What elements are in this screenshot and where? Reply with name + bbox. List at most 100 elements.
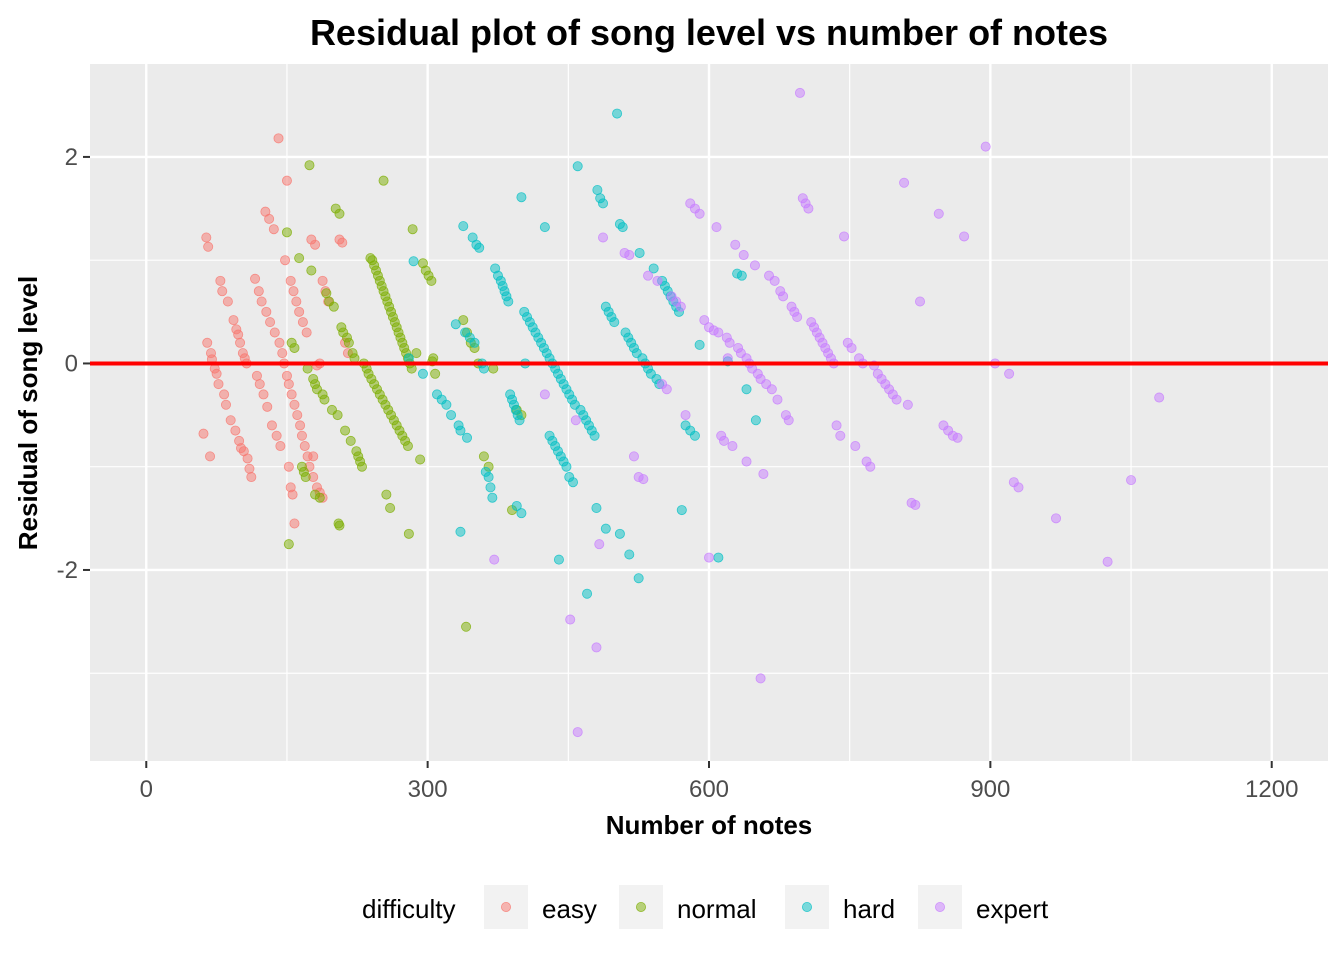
- data-point: [461, 621, 472, 632]
- data-point: [516, 508, 527, 519]
- data-point: [915, 296, 926, 307]
- data-point: [561, 461, 572, 472]
- data-point: [225, 415, 236, 426]
- data-point: [675, 301, 686, 312]
- y-tick-label: -2: [57, 557, 78, 584]
- data-point: [694, 208, 705, 219]
- data-point: [831, 420, 842, 431]
- data-point: [783, 415, 794, 426]
- data-point: [485, 482, 496, 493]
- data-point: [275, 441, 286, 452]
- data-point: [713, 552, 724, 563]
- data-point: [266, 420, 277, 431]
- data-point: [794, 87, 805, 98]
- data-point: [652, 275, 663, 286]
- data-point: [295, 420, 306, 431]
- data-point: [474, 242, 485, 253]
- data-point: [258, 389, 269, 400]
- legend-label-normal: normal: [677, 894, 756, 924]
- data-point: [280, 255, 291, 266]
- legend: difficulty easy normal hard expert: [362, 885, 1049, 929]
- data-point: [694, 339, 705, 350]
- data-point: [704, 552, 715, 563]
- data-point: [244, 463, 255, 474]
- data-point: [411, 348, 422, 359]
- data-point: [205, 451, 216, 462]
- data-point: [274, 337, 285, 348]
- data-point: [334, 208, 345, 219]
- data-point: [228, 315, 239, 326]
- data-point: [299, 441, 310, 452]
- data-point: [283, 539, 294, 550]
- data-point: [980, 141, 991, 152]
- x-tick-label: 600: [689, 776, 729, 803]
- data-point: [591, 642, 602, 653]
- data-point: [402, 441, 413, 452]
- data-point: [643, 270, 654, 281]
- data-point: [283, 461, 294, 472]
- data-point: [198, 428, 209, 439]
- data-point: [572, 727, 583, 738]
- data-point: [281, 227, 292, 238]
- data-point: [321, 288, 332, 299]
- data-point: [265, 317, 276, 328]
- data-point: [269, 327, 280, 338]
- data-point: [296, 430, 307, 441]
- data-point: [766, 384, 777, 395]
- data-point: [289, 399, 300, 410]
- data-point: [251, 370, 262, 381]
- data-point: [1102, 556, 1113, 567]
- data-point: [772, 394, 783, 405]
- data-point: [213, 379, 224, 390]
- data-point: [455, 526, 466, 537]
- data-point: [755, 673, 766, 684]
- data-point: [426, 275, 437, 286]
- legend-marker-normal: [636, 902, 647, 913]
- data-point: [1004, 368, 1015, 379]
- data-point: [211, 368, 222, 379]
- data-point: [750, 415, 761, 426]
- data-point: [933, 208, 944, 219]
- data-point: [281, 175, 292, 186]
- data-point: [758, 468, 769, 479]
- data-point: [612, 108, 623, 119]
- legend-label-hard: hard: [843, 894, 895, 924]
- data-point: [242, 453, 253, 464]
- data-point: [222, 296, 233, 307]
- x-axis-title: Number of notes: [606, 810, 813, 840]
- legend-label-expert: expert: [976, 894, 1049, 924]
- x-tick-label: 900: [970, 776, 1010, 803]
- data-point: [952, 432, 963, 443]
- data-point: [661, 384, 672, 395]
- data-point: [846, 342, 857, 353]
- data-point: [462, 432, 473, 443]
- data-point: [614, 528, 625, 539]
- data-point: [891, 394, 902, 405]
- data-point: [483, 472, 494, 483]
- data-point: [591, 503, 602, 514]
- data-point: [294, 306, 305, 317]
- data-point: [328, 301, 339, 312]
- data-point: [598, 198, 609, 209]
- data-point: [306, 265, 317, 276]
- data-point: [624, 250, 635, 261]
- data-point: [261, 306, 272, 317]
- data-point: [256, 296, 267, 307]
- data-point: [264, 213, 275, 224]
- data-point: [283, 379, 294, 390]
- data-point: [600, 523, 611, 534]
- data-point: [609, 317, 620, 328]
- data-point: [736, 270, 747, 281]
- data-point: [340, 425, 351, 436]
- x-tick-label: 300: [408, 776, 448, 803]
- data-point: [594, 539, 605, 550]
- data-point: [268, 224, 279, 235]
- data-point: [835, 430, 846, 441]
- data-point: [281, 370, 292, 381]
- data-point: [219, 389, 230, 400]
- data-point: [738, 250, 749, 261]
- data-point: [539, 222, 550, 233]
- y-axis: -2 0 2: [57, 144, 90, 584]
- data-point: [910, 499, 921, 510]
